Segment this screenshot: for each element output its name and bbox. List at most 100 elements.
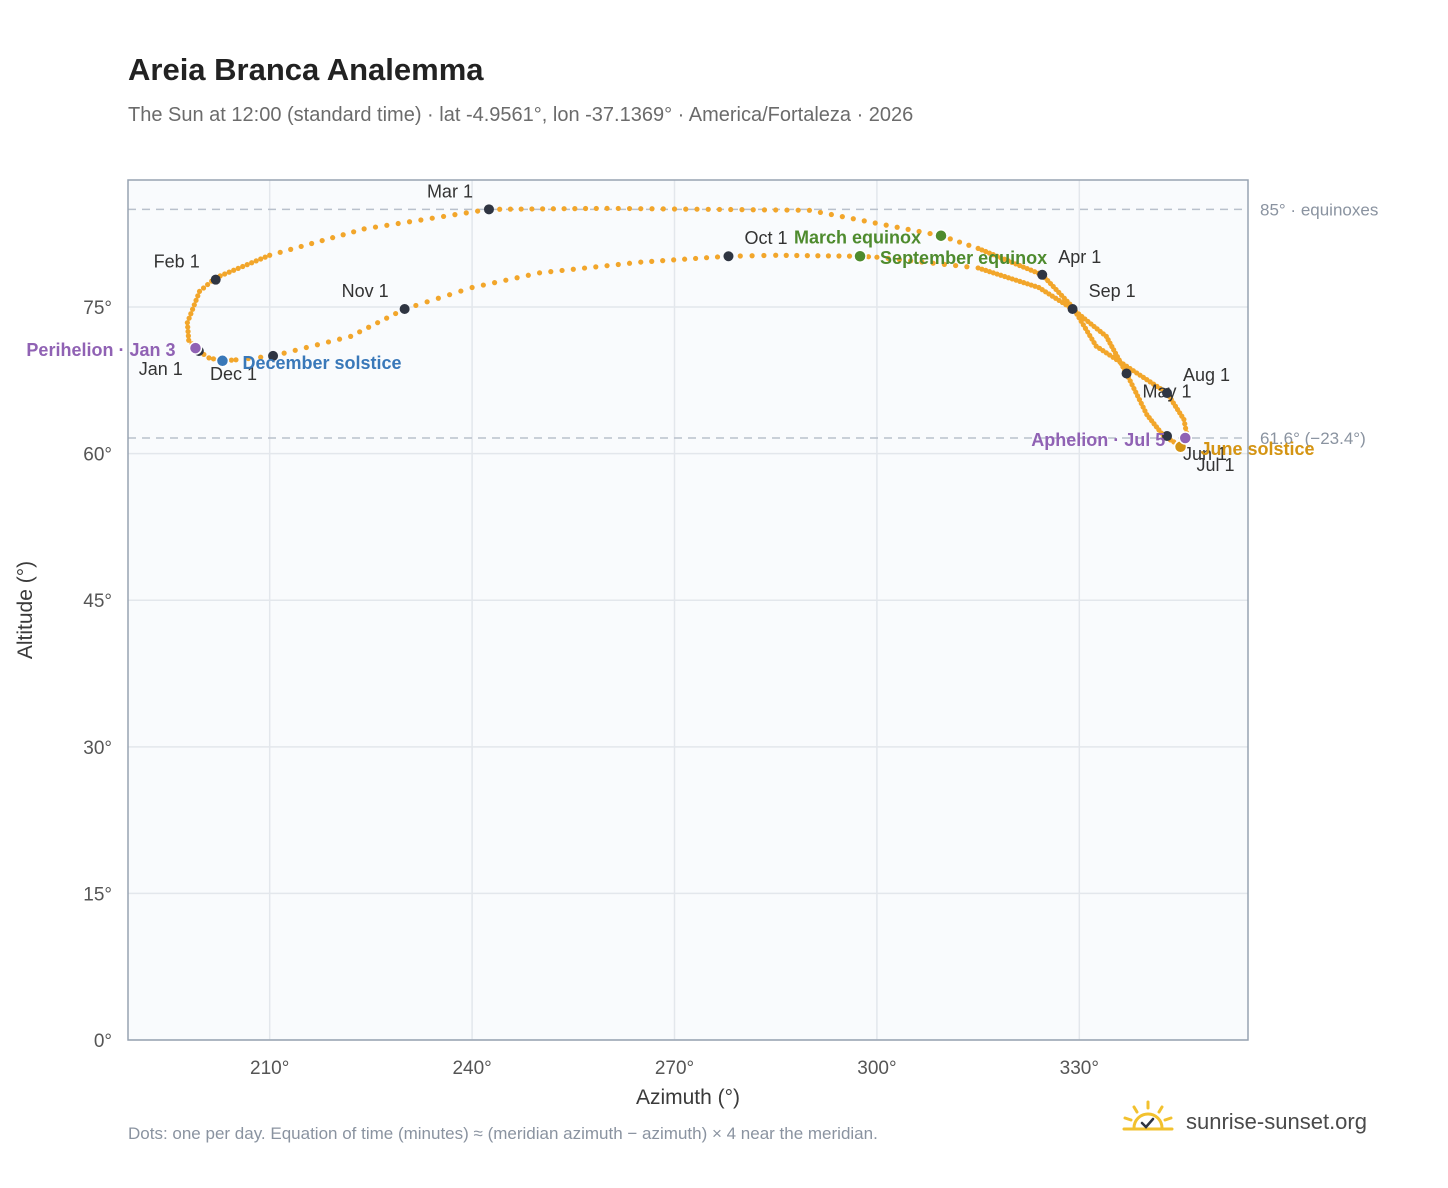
month-label: Nov 1 (342, 281, 389, 301)
event-marker (934, 228, 948, 243)
day-dot (348, 333, 354, 339)
day-dot (418, 217, 424, 223)
day-dot (185, 324, 191, 330)
day-dot (683, 206, 689, 212)
day-dot (714, 254, 721, 260)
day-dot (503, 277, 509, 283)
day-dot (750, 207, 756, 213)
event-label: Perihelion · Jan 3 (26, 340, 175, 360)
day-dot (794, 252, 800, 259)
day-dot (357, 329, 363, 335)
day-dot (905, 226, 911, 232)
day-dot (927, 230, 933, 237)
day-dot (638, 259, 644, 265)
day-dot (839, 214, 845, 220)
day-dot (196, 288, 203, 295)
event-label: September equinox (880, 248, 1047, 268)
day-dot (956, 239, 963, 245)
sun-logo-icon (1120, 1098, 1176, 1147)
event-label: Aphelion · Jul 5 (1031, 430, 1165, 450)
day-dot (185, 333, 191, 339)
month-label: Feb 1 (154, 252, 200, 272)
day-dot (309, 240, 315, 247)
day-dot (536, 270, 543, 276)
day-dot (361, 226, 367, 232)
day-dot (703, 255, 710, 261)
day-dot (185, 328, 191, 335)
day-dot (865, 254, 872, 260)
day-dot (694, 206, 700, 212)
month-label: Apr 1 (1058, 247, 1101, 267)
day-dot (469, 284, 475, 291)
day-dot (953, 262, 959, 269)
day-dot (429, 215, 435, 221)
day-dot (761, 207, 768, 213)
day-dot (366, 324, 372, 330)
event-label: March equinox (794, 228, 921, 248)
x-tick-label: 330° (1060, 1058, 1099, 1079)
day-dot (529, 206, 535, 212)
day-dot (210, 356, 217, 362)
day-dot (507, 206, 514, 212)
day-dot (480, 282, 486, 288)
day-dot (638, 206, 644, 212)
month-marker (1121, 368, 1132, 379)
day-dot (716, 206, 723, 213)
day-dot (435, 295, 441, 301)
plot-background (128, 180, 1248, 1040)
reference-line-label: 61.6° (−23.4°) (1260, 429, 1366, 448)
x-tick-label: 210° (250, 1058, 289, 1079)
day-dot (966, 242, 972, 248)
month-label: Dec 1 (210, 364, 257, 384)
day-dot (440, 213, 447, 220)
day-dot (277, 249, 283, 255)
day-dot (682, 256, 688, 262)
chart-subtitle: The Sun at 12:00 (standard time) · lat -… (128, 104, 914, 126)
day-dot (1181, 416, 1187, 423)
day-dot (850, 216, 856, 222)
day-dot (288, 246, 294, 252)
day-dot (817, 209, 824, 216)
day-dot (200, 285, 207, 291)
day-dot (795, 207, 801, 213)
x-axis-title: Azimuth (°) (636, 1086, 740, 1109)
brand[interactable]: sunrise-sunset.org (1120, 1100, 1367, 1144)
y-tick-label: 30° (83, 738, 112, 759)
month-marker (723, 251, 734, 262)
month-label: Jun 1 (1183, 444, 1227, 464)
day-dot (1182, 425, 1189, 431)
day-dot (222, 271, 228, 277)
day-dot (458, 288, 464, 294)
day-dot (330, 235, 336, 241)
day-dot (253, 258, 259, 264)
x-tick-label: 300° (857, 1058, 896, 1079)
day-dot (828, 211, 834, 218)
month-label: Oct 1 (744, 228, 787, 248)
y-tick-label: 75° (83, 298, 112, 319)
day-dot (773, 252, 779, 258)
day-dot (846, 253, 853, 259)
reference-lines: 85° · equinoxes 61.6° (−23.4°) (128, 200, 1378, 448)
month-label: Aug 1 (1183, 365, 1230, 385)
chart-title: Areia Branca Analemma (128, 52, 484, 87)
x-tick-label: 240° (452, 1058, 491, 1079)
reference-line-label: 85° · equinoxes (1260, 200, 1378, 219)
day-dot (874, 254, 880, 260)
day-dot (649, 258, 655, 264)
y-tick-label: 60° (83, 445, 112, 466)
day-dot (292, 347, 298, 353)
month-marker (268, 350, 279, 361)
day-dot (604, 263, 610, 269)
brand-name[interactable]: sunrise-sunset.org (1186, 1109, 1367, 1134)
day-dot (916, 228, 922, 235)
day-dot (947, 236, 953, 242)
day-dot (375, 320, 381, 326)
event-marker (1178, 431, 1193, 445)
day-dot (191, 302, 197, 308)
day-dot (649, 206, 655, 212)
month-marker (399, 304, 410, 314)
y-tick-label: 0° (94, 1031, 112, 1052)
month-marker (1162, 388, 1173, 399)
